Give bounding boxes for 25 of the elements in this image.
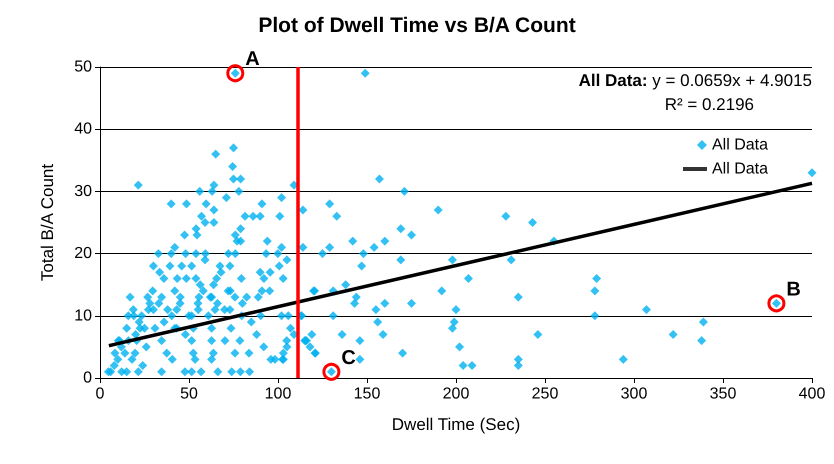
x-tick-label: 350 — [710, 386, 736, 402]
annotation: A — [245, 48, 260, 70]
x-tick-label: 50 — [180, 386, 198, 402]
x-tick-label: 400 — [798, 386, 826, 402]
y-tick-label: 10 — [74, 307, 92, 324]
y-tick-label: 40 — [74, 120, 92, 138]
legend-label: All Data — [712, 160, 768, 178]
y-tick-label: 50 — [74, 58, 92, 76]
x-tick-label: 300 — [620, 386, 648, 402]
annotation: B — [786, 278, 801, 300]
x-tick-label: 250 — [532, 386, 558, 402]
x-tick-label: 100 — [264, 386, 292, 402]
y-tick-label: 0 — [83, 370, 92, 386]
y-tick-label: 20 — [74, 245, 92, 262]
legend-label: All Data — [712, 136, 768, 154]
annotation: All Data: y = 0.0659x + 4.9015 — [578, 71, 812, 90]
x-tick-label: 150 — [354, 386, 380, 402]
x-tick-label: 200 — [442, 386, 470, 402]
annotation: C — [341, 346, 356, 369]
y-tick-label: 30 — [74, 182, 92, 200]
y-axis-title: Total B/A Count — [38, 164, 57, 282]
annotation: R² = 0.2196 — [664, 95, 754, 114]
x-axis-title: Dwell Time (Sec) — [392, 415, 520, 434]
chart-title: Plot of Dwell Time vs B/A Count — [258, 14, 576, 37]
x-tick-label: 0 — [96, 386, 105, 402]
